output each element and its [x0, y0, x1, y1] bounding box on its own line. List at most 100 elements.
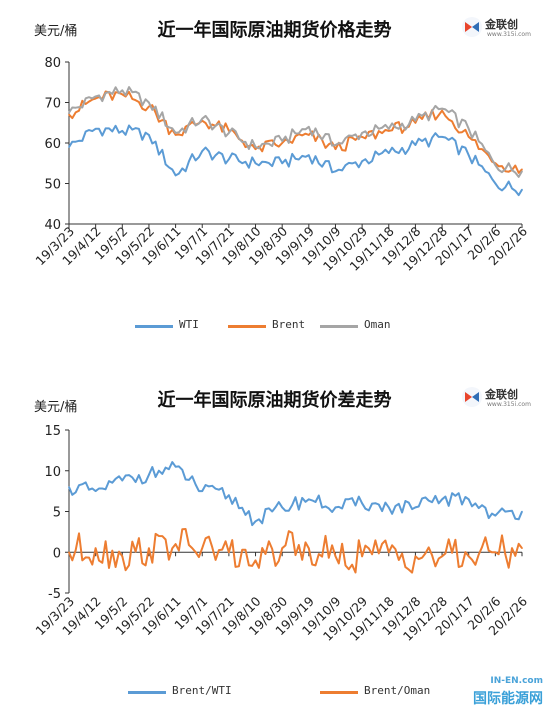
series-line-brent [68, 90, 523, 174]
data-point [467, 555, 470, 558]
data-point [228, 494, 230, 496]
data-point [201, 150, 204, 152]
data-point [521, 170, 523, 173]
data-point [414, 555, 417, 558]
data-point [308, 134, 310, 136]
data-point [174, 465, 177, 468]
logo-name: 金联创 [485, 18, 518, 31]
data-point [68, 551, 70, 554]
logo-name: 金联创 [485, 388, 518, 401]
data-point [201, 490, 204, 492]
data-point [414, 144, 417, 146]
data-point [494, 182, 497, 185]
legend-swatch [135, 325, 173, 328]
data-point [414, 506, 417, 509]
data-point [467, 136, 470, 138]
data-point [467, 154, 470, 156]
brand-logo: 金联创 www.315i.com [461, 12, 535, 46]
series-line-brent-wti [68, 461, 523, 527]
data-point [174, 134, 177, 136]
data-point [121, 93, 124, 96]
data-point [441, 498, 443, 501]
data-point [441, 109, 443, 112]
data-point [68, 486, 70, 488]
data-point [308, 154, 310, 156]
data-point [121, 89, 124, 92]
data-point [494, 514, 497, 517]
data-point [174, 174, 177, 177]
data-point [387, 152, 390, 154]
data-point [361, 136, 363, 138]
y-unit-label: 美元/桶 [34, 24, 78, 39]
spread-line-chart: -505101519/3/2319/4/1219/5/219/5/2219/6/… [32, 424, 530, 644]
data-point [334, 148, 337, 150]
data-point [94, 490, 97, 492]
spread-chart-panel: 近一年国际原油期货价差走势 美元/桶 金联创 www.315i.com -5 0 5… [0, 372, 549, 710]
data-point [414, 121, 417, 124]
data-point [281, 162, 283, 165]
data-point [94, 97, 97, 100]
data-point [281, 142, 283, 144]
data-point [281, 547, 283, 549]
data-point [387, 506, 390, 509]
data-point [254, 520, 257, 523]
data-point [308, 547, 310, 549]
y-tick-label: 10 [44, 465, 61, 480]
y-tick-label: 15 [44, 424, 61, 439]
data-point [521, 168, 523, 171]
legend-label: Brent [272, 318, 306, 331]
data-point [254, 559, 257, 562]
legend-label: Brent/WTI [172, 684, 232, 697]
data-point [361, 502, 363, 505]
y-tick-label: 70 [44, 97, 61, 112]
data-point [254, 146, 257, 148]
y-tick-label: -5 [48, 587, 61, 602]
data-point [361, 132, 363, 134]
data-point [68, 113, 70, 116]
price-chart-panel: 近一年国际原油期货价格走势 美元/桶 金联创 www.315i.com 40 50… [0, 0, 549, 350]
legend-label: WTI [179, 318, 199, 331]
spread-legend: Brent/WTI Brent/Oman [0, 682, 549, 702]
legend-swatch [228, 325, 266, 328]
price-legend: WTI Brent Oman [0, 316, 549, 336]
y-tick-label: 5 [53, 506, 61, 521]
data-point [68, 111, 70, 114]
data-point [228, 158, 230, 160]
data-point [441, 555, 443, 558]
data-point [121, 130, 124, 132]
data-point [334, 170, 337, 173]
series-line-brent-oman [68, 528, 523, 574]
data-point [148, 547, 150, 549]
data-point [521, 547, 523, 549]
chart-title: 近一年国际原油期货价格走势 [157, 20, 392, 41]
data-point [174, 132, 177, 134]
data-point [387, 128, 390, 130]
data-point [254, 162, 257, 165]
watermark-logo: IN-EN.com 国际能源网 [433, 676, 543, 707]
legend-swatch [128, 691, 166, 694]
data-point [228, 551, 230, 554]
data-point [281, 506, 283, 509]
data-point [94, 547, 97, 549]
chart-title: 近一年国际原油期货价差走势 [157, 390, 392, 411]
data-point [334, 144, 337, 146]
brand-logo: 金联创 www.315i.com [461, 382, 535, 416]
data-point [361, 160, 363, 163]
logo-mark-icon [462, 387, 482, 407]
data-point [387, 551, 390, 554]
logo-url: www.315i.com [487, 31, 531, 38]
data-point [441, 136, 443, 138]
data-point [467, 128, 470, 130]
data-point [148, 101, 150, 104]
data-point [228, 132, 230, 134]
y-tick-label: 60 [44, 137, 61, 152]
watermark-main: 国际能源网 [473, 691, 543, 707]
data-point [148, 105, 150, 108]
data-point [94, 128, 97, 130]
data-point [387, 130, 390, 132]
data-point [521, 188, 523, 191]
data-point [121, 479, 124, 482]
data-point [281, 140, 283, 142]
logo-mark-icon [462, 17, 482, 37]
data-point [441, 107, 443, 110]
